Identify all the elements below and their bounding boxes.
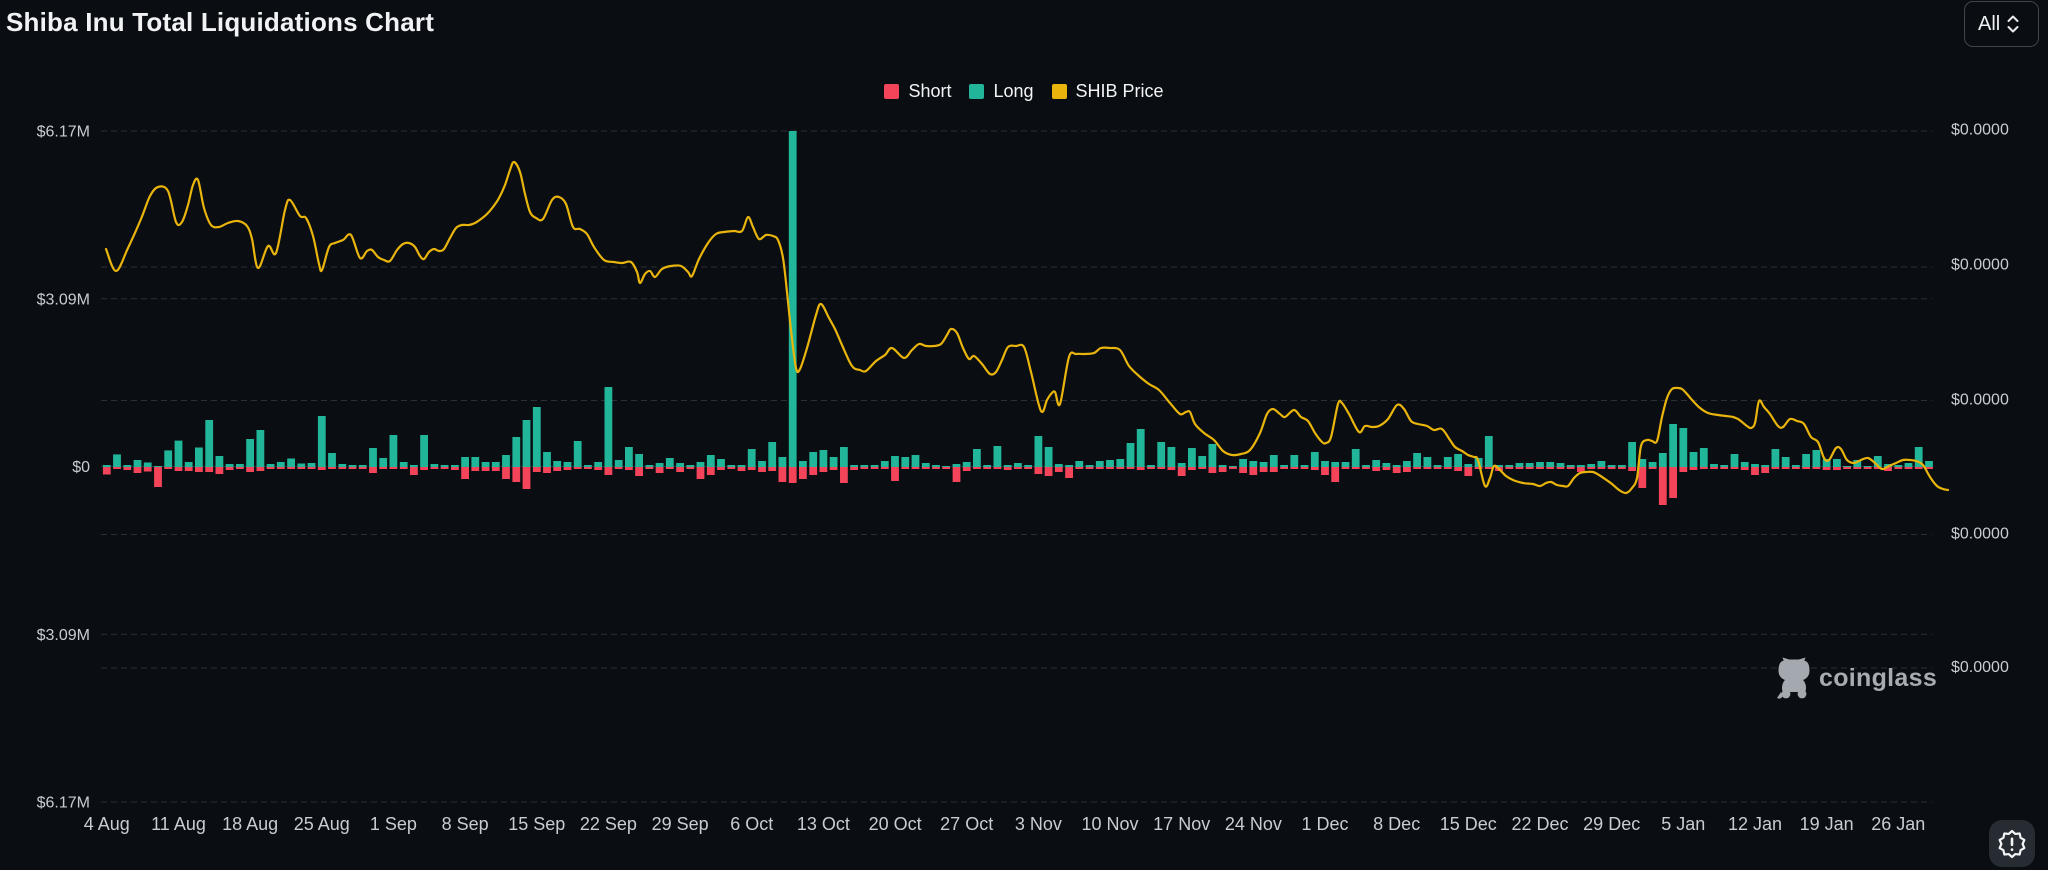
svg-text:25 Aug: 25 Aug [294,814,350,834]
svg-text:29 Dec: 29 Dec [1583,814,1640,834]
svg-text:$0: $0 [72,459,90,476]
svg-text:18 Aug: 18 Aug [222,814,278,834]
svg-text:22 Sep: 22 Sep [580,814,637,834]
svg-text:$3.09M: $3.09M [37,291,90,308]
svg-text:27 Oct: 27 Oct [940,814,993,834]
svg-text:19 Jan: 19 Jan [1800,814,1854,834]
svg-text:4 Aug: 4 Aug [84,814,130,834]
svg-text:$0.0000: $0.0000 [1951,257,2009,274]
svg-text:8 Dec: 8 Dec [1373,814,1420,834]
svg-text:17 Nov: 17 Nov [1153,814,1210,834]
svg-text:$0.0000: $0.0000 [1951,392,2009,409]
svg-text:29 Sep: 29 Sep [652,814,709,834]
svg-text:26 Jan: 26 Jan [1871,814,1925,834]
svg-text:13 Oct: 13 Oct [797,814,850,834]
svg-text:8 Sep: 8 Sep [442,814,489,834]
svg-text:22 Dec: 22 Dec [1511,814,1568,834]
svg-text:12 Jan: 12 Jan [1728,814,1782,834]
svg-text:1 Sep: 1 Sep [370,814,417,834]
svg-text:$0.0000: $0.0000 [1951,122,2009,139]
svg-text:1 Dec: 1 Dec [1301,814,1348,834]
svg-text:$6.17M: $6.17M [37,124,90,141]
svg-text:6 Oct: 6 Oct [730,814,773,834]
svg-text:11 Aug: 11 Aug [151,814,206,834]
svg-text:5 Jan: 5 Jan [1661,814,1705,834]
svg-text:15 Dec: 15 Dec [1440,814,1497,834]
svg-text:3 Nov: 3 Nov [1015,814,1062,834]
svg-text:$6.17M: $6.17M [37,795,90,812]
svg-text:10 Nov: 10 Nov [1081,814,1138,834]
svg-text:$0.0000: $0.0000 [1951,659,2009,676]
svg-text:$3.09M: $3.09M [37,627,90,644]
svg-text:$0.0000: $0.0000 [1951,526,2009,543]
svg-text:24 Nov: 24 Nov [1225,814,1282,834]
svg-text:15 Sep: 15 Sep [508,814,565,834]
svg-text:20 Oct: 20 Oct [869,814,922,834]
